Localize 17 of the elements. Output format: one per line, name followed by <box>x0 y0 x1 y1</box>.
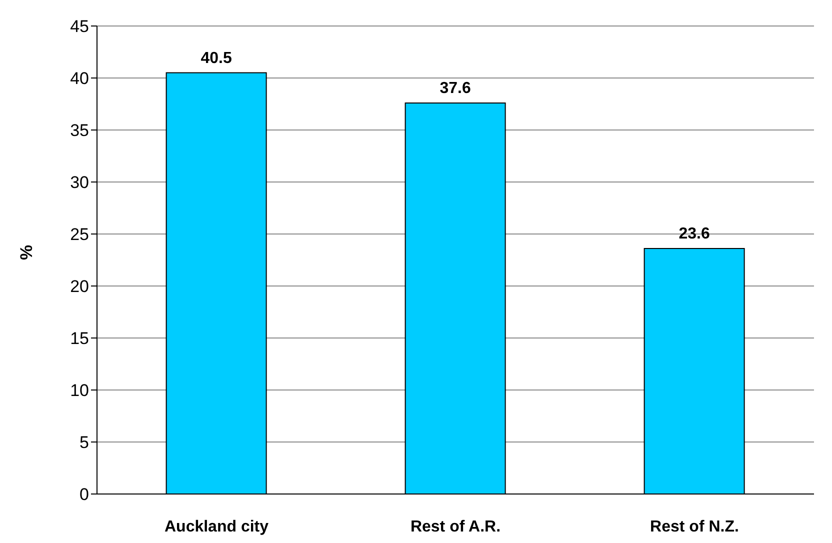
x-tick-label: Rest of A.R. <box>410 518 501 536</box>
x-tick-label: Rest of N.Z. <box>650 518 739 536</box>
x-tick-label: Auckland city <box>164 518 269 536</box>
y-tick-label: 0 <box>80 485 89 504</box>
y-tick-label: 25 <box>70 225 89 244</box>
y-tick-label: 10 <box>70 381 89 400</box>
data-label: 23.6 <box>678 226 710 243</box>
y-tick-label: 45 <box>70 17 89 36</box>
y-tick-label: 35 <box>70 121 89 140</box>
y-tick-label: 40 <box>70 69 89 88</box>
y-tick-label: 30 <box>70 173 89 192</box>
y-tick-label: 20 <box>70 277 89 296</box>
data-label: 40.5 <box>200 50 232 67</box>
y-tick-label: 5 <box>80 433 89 452</box>
y-tick-label: 15 <box>70 329 89 348</box>
y-axis-title: % <box>17 244 36 260</box>
data-label: 37.6 <box>440 80 471 97</box>
